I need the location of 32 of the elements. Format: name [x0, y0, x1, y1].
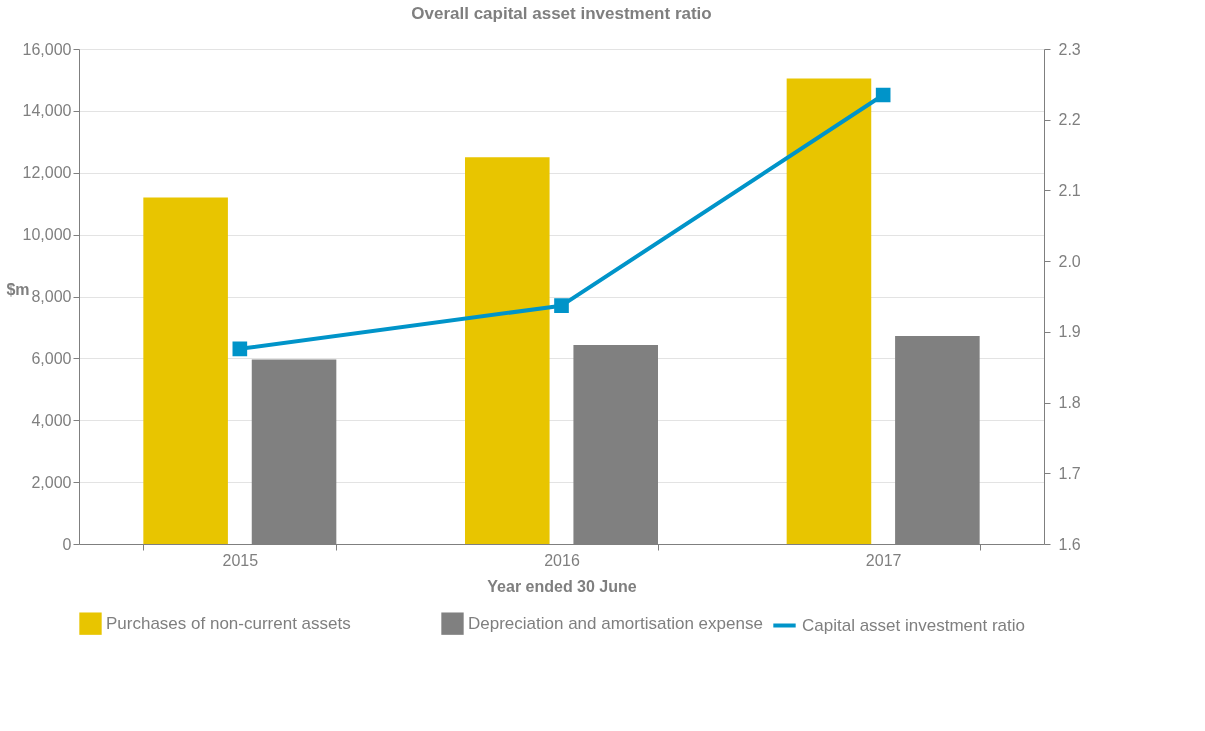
legend-label: Depreciation and amortisation expense — [468, 613, 763, 633]
y-tick-label: 6,000 — [31, 349, 72, 367]
y2-tick-label: 2.0 — [1058, 252, 1081, 270]
y-tick-label: 16,000 — [22, 40, 72, 58]
point — [232, 341, 248, 357]
y-tick-label: 12,000 — [22, 164, 72, 182]
y2-tick-label: 2.2 — [1058, 111, 1081, 129]
y-tick-label: 14,000 — [22, 102, 72, 120]
y-axis-title: $m — [6, 280, 30, 298]
x-tick-label: 2015 — [222, 551, 259, 569]
y2-tick-label: 2.3 — [1058, 40, 1081, 58]
y2-tick-label: 2.1 — [1058, 181, 1081, 199]
legend-label: Purchases of non-current assets — [106, 613, 351, 633]
bar — [143, 197, 228, 544]
y-tick-label: 4,000 — [31, 411, 72, 429]
y2-tick-label: 1.6 — [1058, 535, 1081, 553]
x-axis-title: Year ended 30 June — [487, 577, 637, 595]
y2-tick-label: 1.9 — [1058, 323, 1081, 341]
bar — [465, 157, 550, 544]
y-tick-label: 2,000 — [31, 473, 72, 491]
legend-label: Capital asset investment ratio — [802, 615, 1025, 635]
x-tick-label: 2017 — [865, 551, 902, 569]
y-tick-label: 8,000 — [31, 288, 72, 305]
point — [554, 298, 569, 314]
chart-title: Overall capital asset investment ratio — [411, 4, 712, 23]
point — [875, 87, 891, 103]
y2-tick-label: 1.8 — [1058, 394, 1081, 412]
y2-tick-label: 1.7 — [1058, 464, 1081, 482]
y-tick-label: 0 — [62, 535, 72, 553]
bar — [786, 78, 872, 544]
x-tick-label: 2016 — [544, 551, 580, 569]
y-tick-label: 10,000 — [22, 226, 72, 244]
